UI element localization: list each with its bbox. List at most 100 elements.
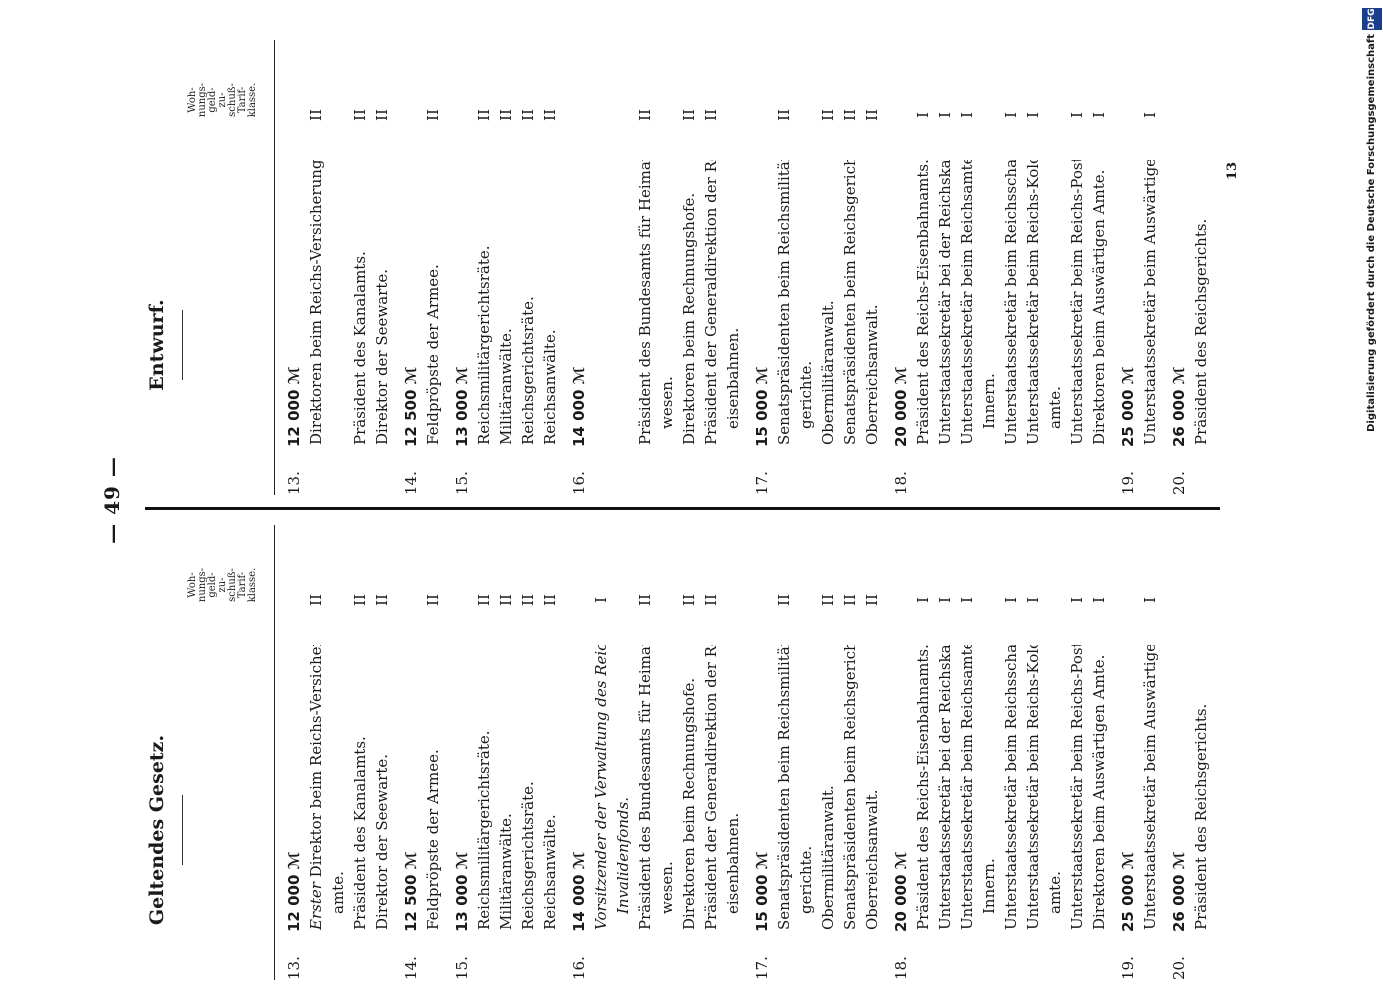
position-row: Invalidenfonds. bbox=[614, 525, 634, 980]
tariff-class-value: II bbox=[841, 109, 859, 121]
position-title: Senatspräsidenten beim Reichsmilitär- bbox=[775, 160, 793, 445]
position-row: Unterstaatssekretär beim Auswärtigen Amt… bbox=[1141, 525, 1161, 980]
salary-group-row: 16. 14 000 ℳ bbox=[570, 525, 590, 980]
position-row: Präsident des Bundesamts für Heimat- II bbox=[636, 525, 656, 980]
tariff-class-value: I bbox=[1068, 112, 1086, 118]
group-number: 18. bbox=[892, 956, 910, 980]
position-row: Unterstaatssekretär bei der Reichskanzle… bbox=[936, 525, 956, 980]
position-row: Unterstaatssekretär beim Reichs-Postamte… bbox=[1068, 40, 1088, 495]
position-row: Innern. bbox=[980, 40, 1000, 495]
tariff-class-value: II bbox=[863, 594, 881, 606]
position-row: Direktoren beim Auswärtigen Amte. I bbox=[1090, 40, 1110, 495]
salary-group-row: 13. 12 000 ℳ bbox=[285, 525, 305, 980]
position-row: Innern. bbox=[980, 525, 1000, 980]
position-row: Präsident der Generaldirektion der Reich… bbox=[702, 40, 722, 495]
salary-amount: 15 000 ℳ bbox=[753, 366, 771, 447]
tariff-class-value: II bbox=[680, 109, 698, 121]
position-title: Unterstaatssekretär bei der Reichskanzle… bbox=[936, 645, 954, 930]
salary-amount: 12 000 ℳ bbox=[285, 851, 303, 932]
position-title: Vorsitzender der Verwaltung des Reichs- bbox=[592, 645, 610, 930]
blank-line bbox=[592, 40, 612, 495]
position-title: Präsident des Kanalamts. bbox=[351, 736, 369, 930]
position-title: amte. bbox=[1046, 386, 1064, 429]
position-title: Unterstaatssekretär beim Reichs-Kolonial… bbox=[1024, 160, 1042, 445]
position-row: Präsident des Bundesamts für Heimat- II bbox=[636, 40, 656, 495]
tariff-class-value: II bbox=[351, 594, 369, 606]
position-title: Oberreichsanwalt. bbox=[863, 789, 881, 930]
position-row: gerichte. bbox=[797, 525, 817, 980]
tariff-class-value: II bbox=[424, 594, 442, 606]
salary-group-row: 19. 25 000 ℳ bbox=[1119, 40, 1139, 495]
digitization-strip: Digitalisierung gefördert durch die Deut… bbox=[1362, 8, 1383, 993]
position-row: Unterstaatssekretär beim Reichs-Kolonial… bbox=[1024, 525, 1044, 980]
tariff-class-value: I bbox=[914, 112, 932, 118]
salary-amount: 12 000 ℳ bbox=[285, 366, 303, 447]
tariff-class-value: I bbox=[1024, 112, 1042, 118]
position-row: Obermilitäranwalt. II bbox=[819, 40, 839, 495]
position-row: Unterstaatssekretär beim Auswärtigen Amt… bbox=[1141, 40, 1161, 495]
position-row: Direktor der Seewarte. II bbox=[373, 40, 393, 495]
position-title: Innern. bbox=[980, 373, 998, 429]
salary-amount: 13 000 ℳ bbox=[453, 851, 471, 932]
position-row: Reichsanwälte. II bbox=[541, 40, 561, 495]
dfg-logo: DFG bbox=[1362, 8, 1382, 30]
position-row: eisenbahnen. bbox=[724, 525, 744, 980]
position-title: Unterstaatssekretär beim Reichsamte des bbox=[958, 160, 976, 445]
tariff-class-value: I bbox=[1090, 112, 1108, 118]
position-row: Obermilitäranwalt. II bbox=[819, 525, 839, 980]
position-row: Direktor der Seewarte. II bbox=[373, 525, 393, 980]
position-title: Unterstaatssekretär beim Auswärtigen Amt… bbox=[1141, 645, 1159, 930]
salary-group-row: 13. 12 000 ℳ bbox=[285, 40, 305, 495]
position-title: Unterstaatssekretär beim Reichs-Postamte… bbox=[1068, 160, 1086, 445]
group-number: 15. bbox=[453, 471, 471, 495]
tariff-class-value: II bbox=[775, 594, 793, 606]
position-row: Präsident des Reichsgerichts. bbox=[1192, 525, 1212, 980]
position-title: Präsident des Bundesamts für Heimat- bbox=[636, 645, 654, 930]
position-title: Oberreichsanwalt. bbox=[863, 304, 881, 445]
position-title: wesen. bbox=[658, 861, 676, 914]
position-row: Reichsmilitärgerichtsräte. II bbox=[475, 525, 495, 980]
tariff-class-value: II bbox=[541, 594, 559, 606]
salary-amount: 15 000 ℳ bbox=[753, 851, 771, 932]
position-title: Unterstaatssekretär beim Reichsschatzamt… bbox=[1002, 160, 1020, 445]
position-row: eisenbahnen. bbox=[724, 40, 744, 495]
tariff-class-value: I bbox=[958, 597, 976, 603]
salary-group-row: 18. 20 000 ℳ bbox=[892, 525, 912, 980]
signature-mark: 13 bbox=[1225, 161, 1240, 180]
position-title: Innern. bbox=[980, 858, 998, 914]
position-row: Direktoren beim Auswärtigen Amte. I bbox=[1090, 525, 1110, 980]
column-heading: Geltendes Gesetz. bbox=[146, 734, 168, 926]
position-title: Unterstaatssekretär beim Auswärtigen Amt… bbox=[1141, 160, 1159, 445]
tariff-class-value: I bbox=[592, 597, 610, 603]
tariff-class-header: Woh-nungs-geld-zu-schuß- Tarif-klasse. bbox=[187, 40, 258, 160]
position-title: Präsident des Reichsgerichts. bbox=[1192, 703, 1210, 930]
salary-amount: 13 000 ℳ bbox=[453, 366, 471, 447]
group-number: 13. bbox=[285, 471, 303, 495]
position-row: Präsident des Kanalamts. II bbox=[351, 525, 371, 980]
tariff-class-value: I bbox=[1002, 597, 1020, 603]
tariff-class-value: II bbox=[497, 594, 515, 606]
salary-amount: 20 000 ℳ bbox=[892, 851, 910, 932]
position-title: Reichsmilitärgerichtsräte. bbox=[475, 730, 493, 930]
position-row: Präsident des Kanalamts. II bbox=[351, 40, 371, 495]
position-row: Präsident des Reichsgerichts. bbox=[1192, 40, 1212, 495]
position-row: wesen. bbox=[658, 40, 678, 495]
position-row: Präsident des Reichs-Eisenbahnamts. I bbox=[914, 40, 934, 495]
tariff-header-rule bbox=[274, 40, 275, 495]
position-title: wesen. bbox=[658, 376, 676, 429]
salary-amount: 26 000 ℳ bbox=[1170, 366, 1188, 447]
position-row: Unterstaatssekretär beim Reichsamte des I bbox=[958, 525, 978, 980]
group-number: 16. bbox=[570, 956, 588, 980]
position-row: Unterstaatssekretär beim Reichsamte des I bbox=[958, 40, 978, 495]
heading-rule bbox=[182, 795, 183, 865]
position-title: Senatspräsidenten beim Reichsgerichte. bbox=[841, 160, 859, 445]
position-title: Obermilitäranwalt. bbox=[819, 300, 837, 445]
salary-amount: 20 000 ℳ bbox=[892, 366, 910, 447]
position-title: Feldpröpste der Armee. bbox=[424, 264, 442, 445]
position-row: Direktoren beim Rechnungshofe. II bbox=[680, 40, 700, 495]
position-row: Militäranwälte. II bbox=[497, 525, 517, 980]
position-row: Unterstaatssekretär bei der Reichskanzle… bbox=[936, 40, 956, 495]
position-row: amte. bbox=[329, 525, 349, 980]
salary-amount: 12 500 ℳ bbox=[402, 366, 420, 447]
